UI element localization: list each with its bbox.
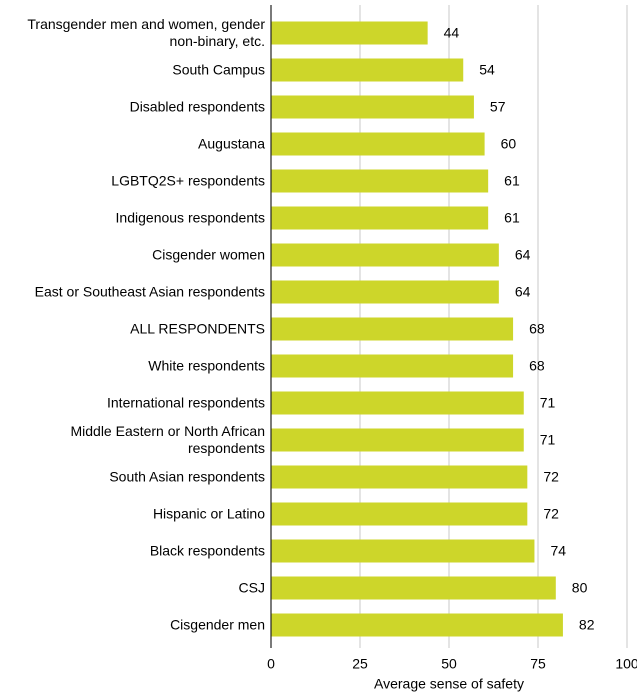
bar — [271, 243, 499, 267]
x-tick-label: 25 — [352, 656, 368, 672]
value-label: 64 — [515, 247, 531, 263]
bar — [271, 206, 489, 230]
bar — [271, 428, 524, 452]
value-label: 80 — [572, 580, 588, 596]
y-tick-label: Black respondents — [149, 542, 265, 559]
value-label: 60 — [501, 136, 517, 152]
y-tick-label: Augustana — [198, 135, 265, 152]
value-label: 72 — [543, 506, 559, 522]
bar — [271, 391, 524, 415]
y-tick-label: White respondents — [148, 357, 265, 374]
value-label: 61 — [504, 173, 520, 189]
bar — [271, 613, 563, 637]
value-label: 74 — [550, 543, 566, 559]
x-tick-label: 50 — [441, 656, 457, 672]
y-tick-label: East or Southeast Asian respondents — [34, 283, 265, 300]
value-label: 72 — [543, 469, 559, 485]
y-tick-label: South Asian respondents — [109, 468, 265, 485]
value-label: 64 — [515, 284, 531, 300]
y-tick-label: International respondents — [107, 394, 265, 411]
y-tick-label: Cisgender women — [152, 246, 265, 263]
bar — [271, 502, 528, 526]
x-tick-label: 100 — [615, 656, 637, 672]
y-tick-label: CSJ — [238, 579, 265, 596]
bar — [271, 95, 474, 119]
y-tick-label: ALL RESPONDENTS — [130, 320, 265, 337]
y-tick-label: Disabled respondents — [129, 98, 265, 115]
value-label: 44 — [444, 25, 460, 41]
value-label: 68 — [529, 321, 545, 337]
y-tick-label: LGBTQ2S+ respondents — [111, 172, 265, 189]
bar — [271, 317, 514, 341]
y-tick-label: Cisgender men — [170, 616, 265, 633]
value-label: 82 — [579, 617, 595, 633]
bar — [271, 58, 464, 82]
y-tick-label: Hispanic or Latino — [152, 505, 265, 522]
y-tick-label: South Campus — [172, 61, 265, 78]
x-tick-label: 0 — [267, 656, 275, 672]
value-label: 71 — [540, 395, 556, 411]
bar — [271, 132, 485, 156]
value-label: 71 — [540, 432, 556, 448]
value-label: 54 — [479, 62, 495, 78]
x-axis-label: Average sense of safety — [374, 676, 524, 692]
y-tick-label: Middle Eastern or North African responde… — [70, 423, 265, 456]
value-label: 61 — [504, 210, 520, 226]
bar — [271, 354, 514, 378]
x-tick-label: 75 — [530, 656, 546, 672]
value-label: 57 — [490, 99, 506, 115]
y-tick-label: Indigenous respondents — [115, 209, 265, 226]
bar — [271, 539, 535, 563]
value-label: 68 — [529, 358, 545, 374]
bar — [271, 280, 499, 304]
bar — [271, 465, 528, 489]
y-tick-label: Transgender men and women, gender non-bi… — [27, 16, 265, 49]
bar — [271, 21, 428, 45]
bar — [271, 169, 489, 193]
bar — [271, 576, 556, 600]
